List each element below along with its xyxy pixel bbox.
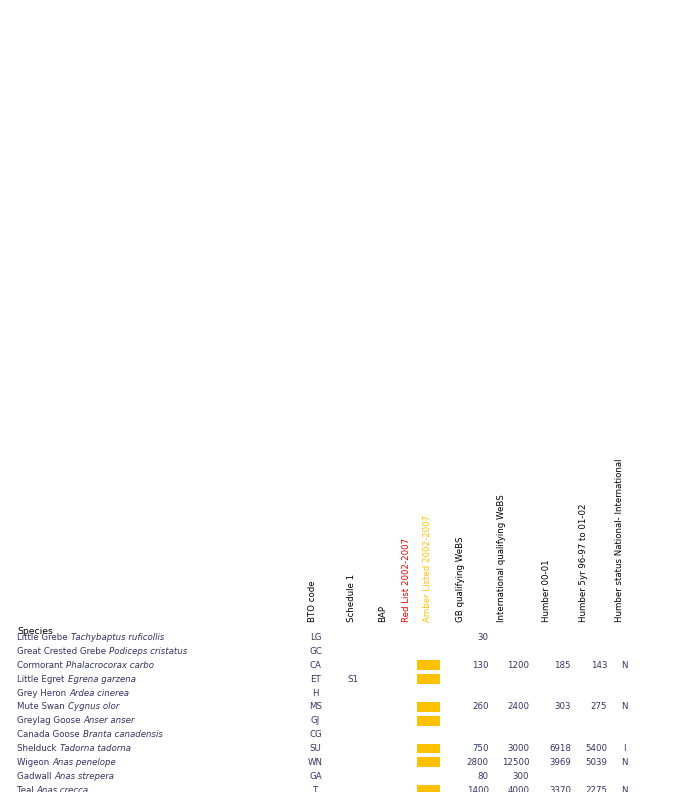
Text: 2275: 2275 [585, 786, 607, 792]
Text: Schedule 1: Schedule 1 [347, 573, 355, 622]
Text: Podiceps cristatus: Podiceps cristatus [110, 647, 188, 656]
Bar [417, 702, 440, 712]
Text: Cormorant: Cormorant [17, 661, 66, 670]
Text: BTO code: BTO code [309, 580, 317, 622]
Text: Canada Goose: Canada Goose [17, 730, 83, 739]
Text: GB qualifying WeBS: GB qualifying WeBS [456, 536, 465, 622]
Text: Ardea cinerea: Ardea cinerea [69, 688, 129, 698]
Text: GA: GA [309, 771, 322, 781]
Text: 185: 185 [554, 661, 571, 670]
Bar [417, 785, 440, 792]
Text: 5400: 5400 [585, 744, 607, 753]
Text: I: I [623, 744, 626, 753]
Text: Shelduck: Shelduck [17, 744, 60, 753]
Text: Humber status National- International: Humber status National- International [616, 459, 624, 622]
Text: 260: 260 [472, 703, 489, 711]
Text: Wigeon: Wigeon [17, 758, 52, 767]
Text: 143: 143 [591, 661, 607, 670]
Text: LG: LG [310, 633, 321, 642]
Text: 12500: 12500 [502, 758, 529, 767]
Bar [417, 744, 440, 753]
Text: GC: GC [309, 647, 322, 656]
Text: S1: S1 [348, 675, 359, 683]
Text: Anas strepera: Anas strepera [54, 771, 114, 781]
Bar [417, 674, 440, 684]
Text: N: N [621, 661, 628, 670]
Text: 2800: 2800 [466, 758, 489, 767]
Text: 3000: 3000 [507, 744, 529, 753]
Text: 6918: 6918 [549, 744, 571, 753]
Text: Red List 2002-2007: Red List 2002-2007 [402, 538, 410, 622]
Text: Phalacrocorax carbo: Phalacrocorax carbo [66, 661, 154, 670]
Text: H: H [312, 688, 319, 698]
Text: Species: Species [17, 627, 53, 636]
Text: Cygnus olor: Cygnus olor [68, 703, 119, 711]
Text: CG: CG [309, 730, 322, 739]
Text: Great Crested Grebe: Great Crested Grebe [17, 647, 110, 656]
Text: 275: 275 [591, 703, 607, 711]
Text: Teal: Teal [17, 786, 37, 792]
Text: Branta canadensis: Branta canadensis [83, 730, 163, 739]
Text: Humber 00-01: Humber 00-01 [542, 559, 551, 622]
Text: Anser anser: Anser anser [84, 716, 135, 725]
Bar [417, 757, 440, 767]
Text: 4000: 4000 [507, 786, 529, 792]
Text: Anas crecca: Anas crecca [37, 786, 89, 792]
Text: 3969: 3969 [549, 758, 571, 767]
Text: Little Egret: Little Egret [17, 675, 68, 683]
Text: 80: 80 [477, 771, 489, 781]
Text: International qualifying WeBS: International qualifying WeBS [497, 494, 505, 622]
Bar [417, 661, 440, 670]
Text: CA: CA [309, 661, 322, 670]
Text: Gadwall: Gadwall [17, 771, 54, 781]
Text: Little Grebe: Little Grebe [17, 633, 70, 642]
Text: N: N [621, 786, 628, 792]
Text: SU: SU [309, 744, 322, 753]
Text: Mute Swan: Mute Swan [17, 703, 68, 711]
Text: 5039: 5039 [586, 758, 607, 767]
Text: ET: ET [310, 675, 321, 683]
Text: 30: 30 [477, 633, 489, 642]
Text: 1200: 1200 [507, 661, 529, 670]
Text: GJ: GJ [311, 716, 320, 725]
Text: BAP: BAP [378, 605, 387, 622]
Text: Egrena garzena: Egrena garzena [68, 675, 135, 683]
Text: 750: 750 [472, 744, 489, 753]
Text: Grey Heron: Grey Heron [17, 688, 69, 698]
Bar [417, 716, 440, 725]
Text: 1400: 1400 [466, 786, 489, 792]
Text: Amber Listed 2002-2007: Amber Listed 2002-2007 [424, 515, 432, 622]
Text: Tachybaptus ruficollis: Tachybaptus ruficollis [70, 633, 164, 642]
Text: 300: 300 [512, 771, 529, 781]
Text: Anas penelope: Anas penelope [52, 758, 116, 767]
Text: 303: 303 [554, 703, 571, 711]
Text: 130: 130 [472, 661, 489, 670]
Text: WN: WN [308, 758, 323, 767]
Text: MS: MS [309, 703, 322, 711]
Text: N: N [621, 758, 628, 767]
Text: T: T [313, 786, 318, 792]
Text: Greylag Goose: Greylag Goose [17, 716, 84, 725]
Text: Tadorna tadorna: Tadorna tadorna [60, 744, 131, 753]
Text: N: N [621, 703, 628, 711]
Text: 3370: 3370 [549, 786, 571, 792]
Text: 2400: 2400 [507, 703, 529, 711]
Text: Humber 5yr 96-97 to 01-02: Humber 5yr 96-97 to 01-02 [579, 503, 588, 622]
